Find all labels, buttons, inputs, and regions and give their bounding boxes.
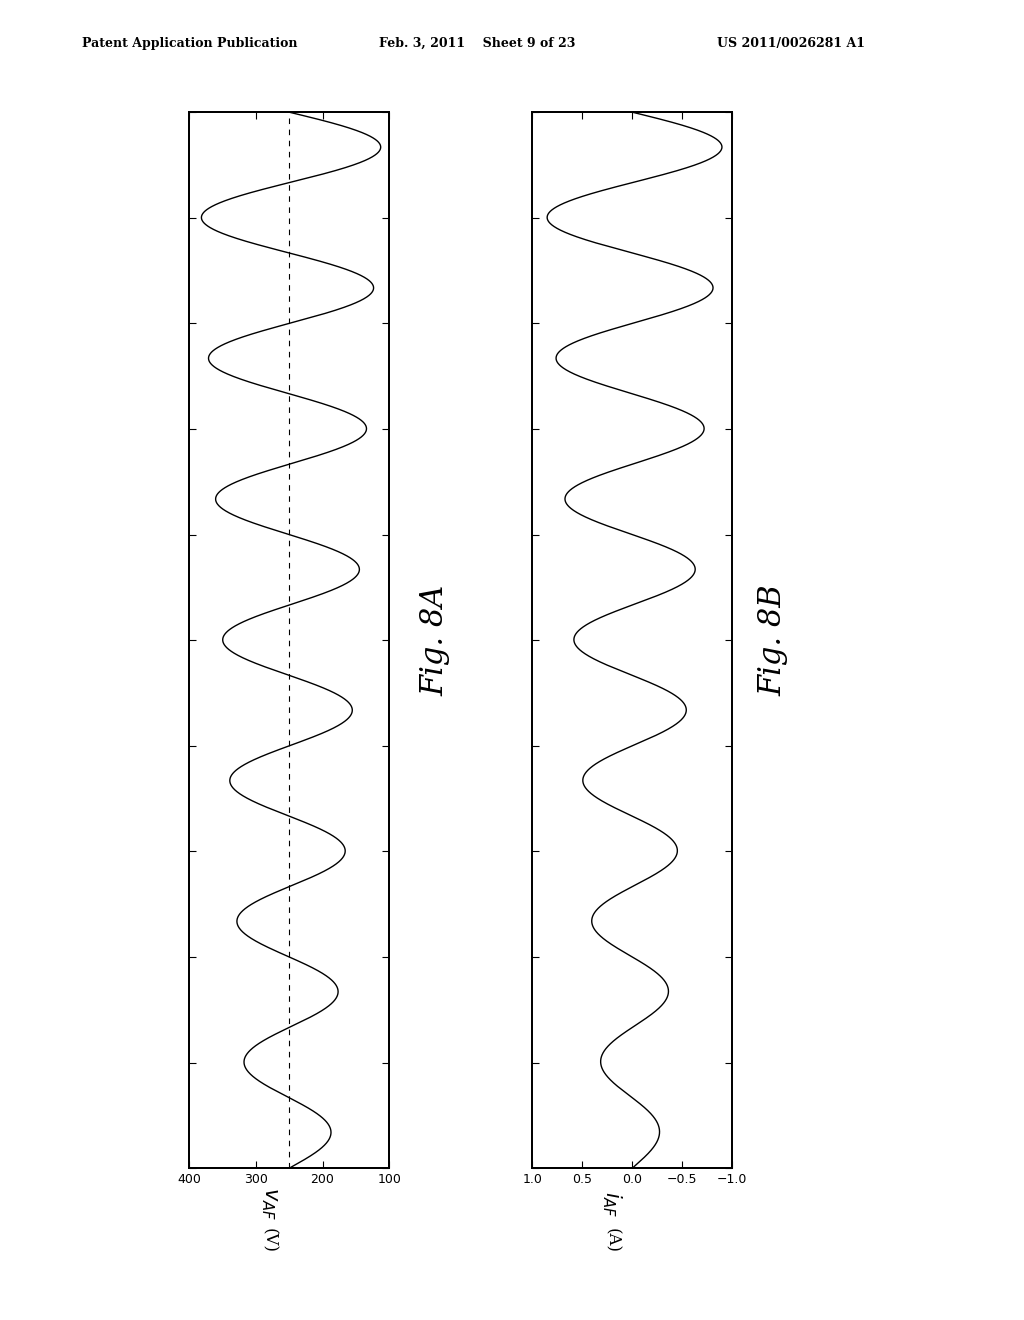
Text: Patent Application Publication: Patent Application Publication [82,37,297,50]
Text: Fig. 8B: Fig. 8B [758,585,788,696]
Text: Fig. 8A: Fig. 8A [420,585,451,696]
Text: Feb. 3, 2011    Sheet 9 of 23: Feb. 3, 2011 Sheet 9 of 23 [379,37,575,50]
Text: $i_{AF}$: $i_{AF}$ [599,1191,624,1217]
Text: US 2011/0026281 A1: US 2011/0026281 A1 [717,37,865,50]
Text: (V): (V) [260,1229,278,1253]
Text: $v_{AF}$: $v_{AF}$ [259,1188,279,1220]
Text: (A): (A) [603,1229,620,1253]
